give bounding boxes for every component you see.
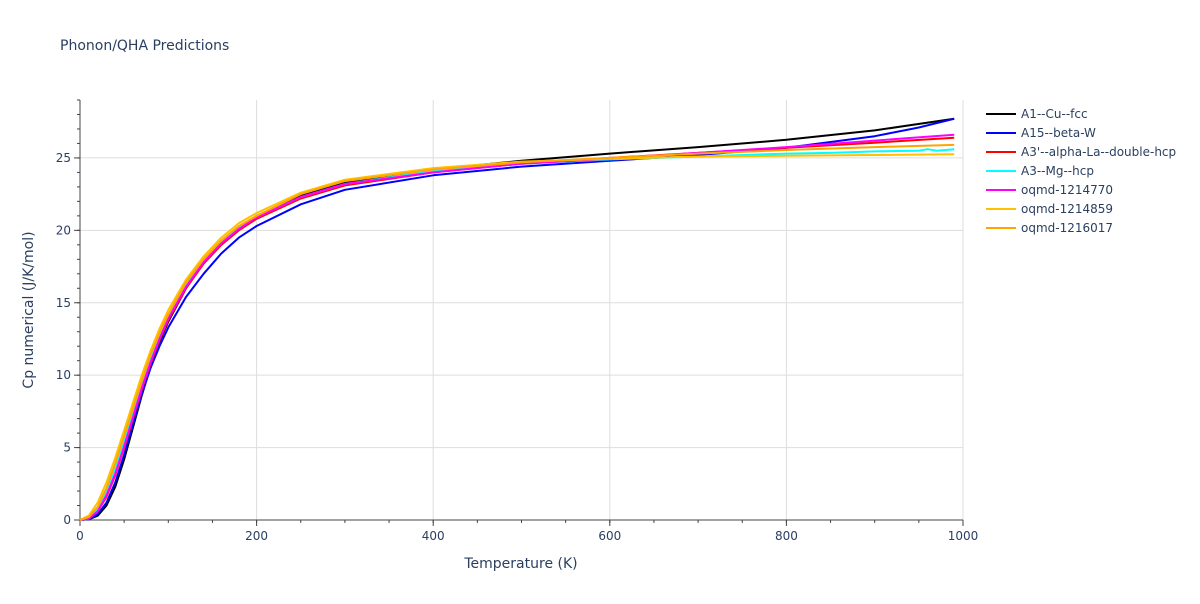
x-tick-label: 1000 — [948, 529, 979, 543]
x-tick-label: 800 — [775, 529, 798, 543]
legend-label: oqmd-1216017 — [1021, 221, 1113, 235]
x-tick-label: 200 — [245, 529, 268, 543]
y-tick-label: 0 — [63, 513, 71, 527]
y-tick-label: 5 — [63, 441, 71, 455]
legend-label: A3'--alpha-La--double-hcp — [1021, 145, 1176, 159]
x-tick-label: 400 — [422, 529, 445, 543]
y-tick-label: 15 — [56, 296, 71, 310]
legend-label: oqmd-1214770 — [1021, 183, 1113, 197]
grid-layer — [80, 100, 964, 520]
x-tick-label: 600 — [598, 529, 621, 543]
x-axis-label: Temperature (K) — [463, 556, 577, 572]
legend[interactable]: A1--Cu--fcc A15--beta-W A3'--alpha-La--dou… — [986, 107, 1176, 235]
x-tick-label: 0 — [76, 529, 84, 543]
series-line-0 — [79, 117, 955, 521]
legend-item[interactable]: A3'--alpha-La--double-hcp — [986, 145, 1176, 159]
legend-label: A15--beta-W — [1021, 126, 1096, 140]
series-line-2 — [79, 136, 955, 521]
y-tick-label: 10 — [56, 368, 71, 382]
series-line-1 — [79, 117, 955, 521]
legend-item[interactable]: oqmd-1216017 — [986, 221, 1113, 235]
y-tick-label: 20 — [56, 223, 71, 237]
legend-label: A1--Cu--fcc — [1021, 107, 1088, 121]
y-tick-label: 25 — [56, 151, 71, 165]
series-line-6 — [79, 143, 955, 521]
legend-label: oqmd-1214859 — [1021, 202, 1113, 216]
series-layer — [79, 117, 955, 521]
legend-item[interactable]: A3--Mg--hcp — [986, 164, 1094, 178]
legend-item[interactable]: oqmd-1214770 — [986, 183, 1113, 197]
series-line-3 — [79, 148, 955, 521]
legend-label: A3--Mg--hcp — [1021, 164, 1094, 178]
series-line-4 — [79, 133, 955, 521]
legend-item[interactable]: A1--Cu--fcc — [986, 107, 1088, 121]
axis-layer: 0 200 400 600 800 1000 0 5 10 15 20 25 — [56, 99, 979, 543]
legend-item[interactable]: oqmd-1214859 — [986, 202, 1113, 216]
y-axis-label: Cp numerical (J/K/mol) — [21, 231, 37, 388]
series-line-5 — [79, 153, 955, 521]
legend-item[interactable]: A15--beta-W — [986, 126, 1096, 140]
chart-title: Phonon/QHA Predictions — [60, 38, 229, 54]
